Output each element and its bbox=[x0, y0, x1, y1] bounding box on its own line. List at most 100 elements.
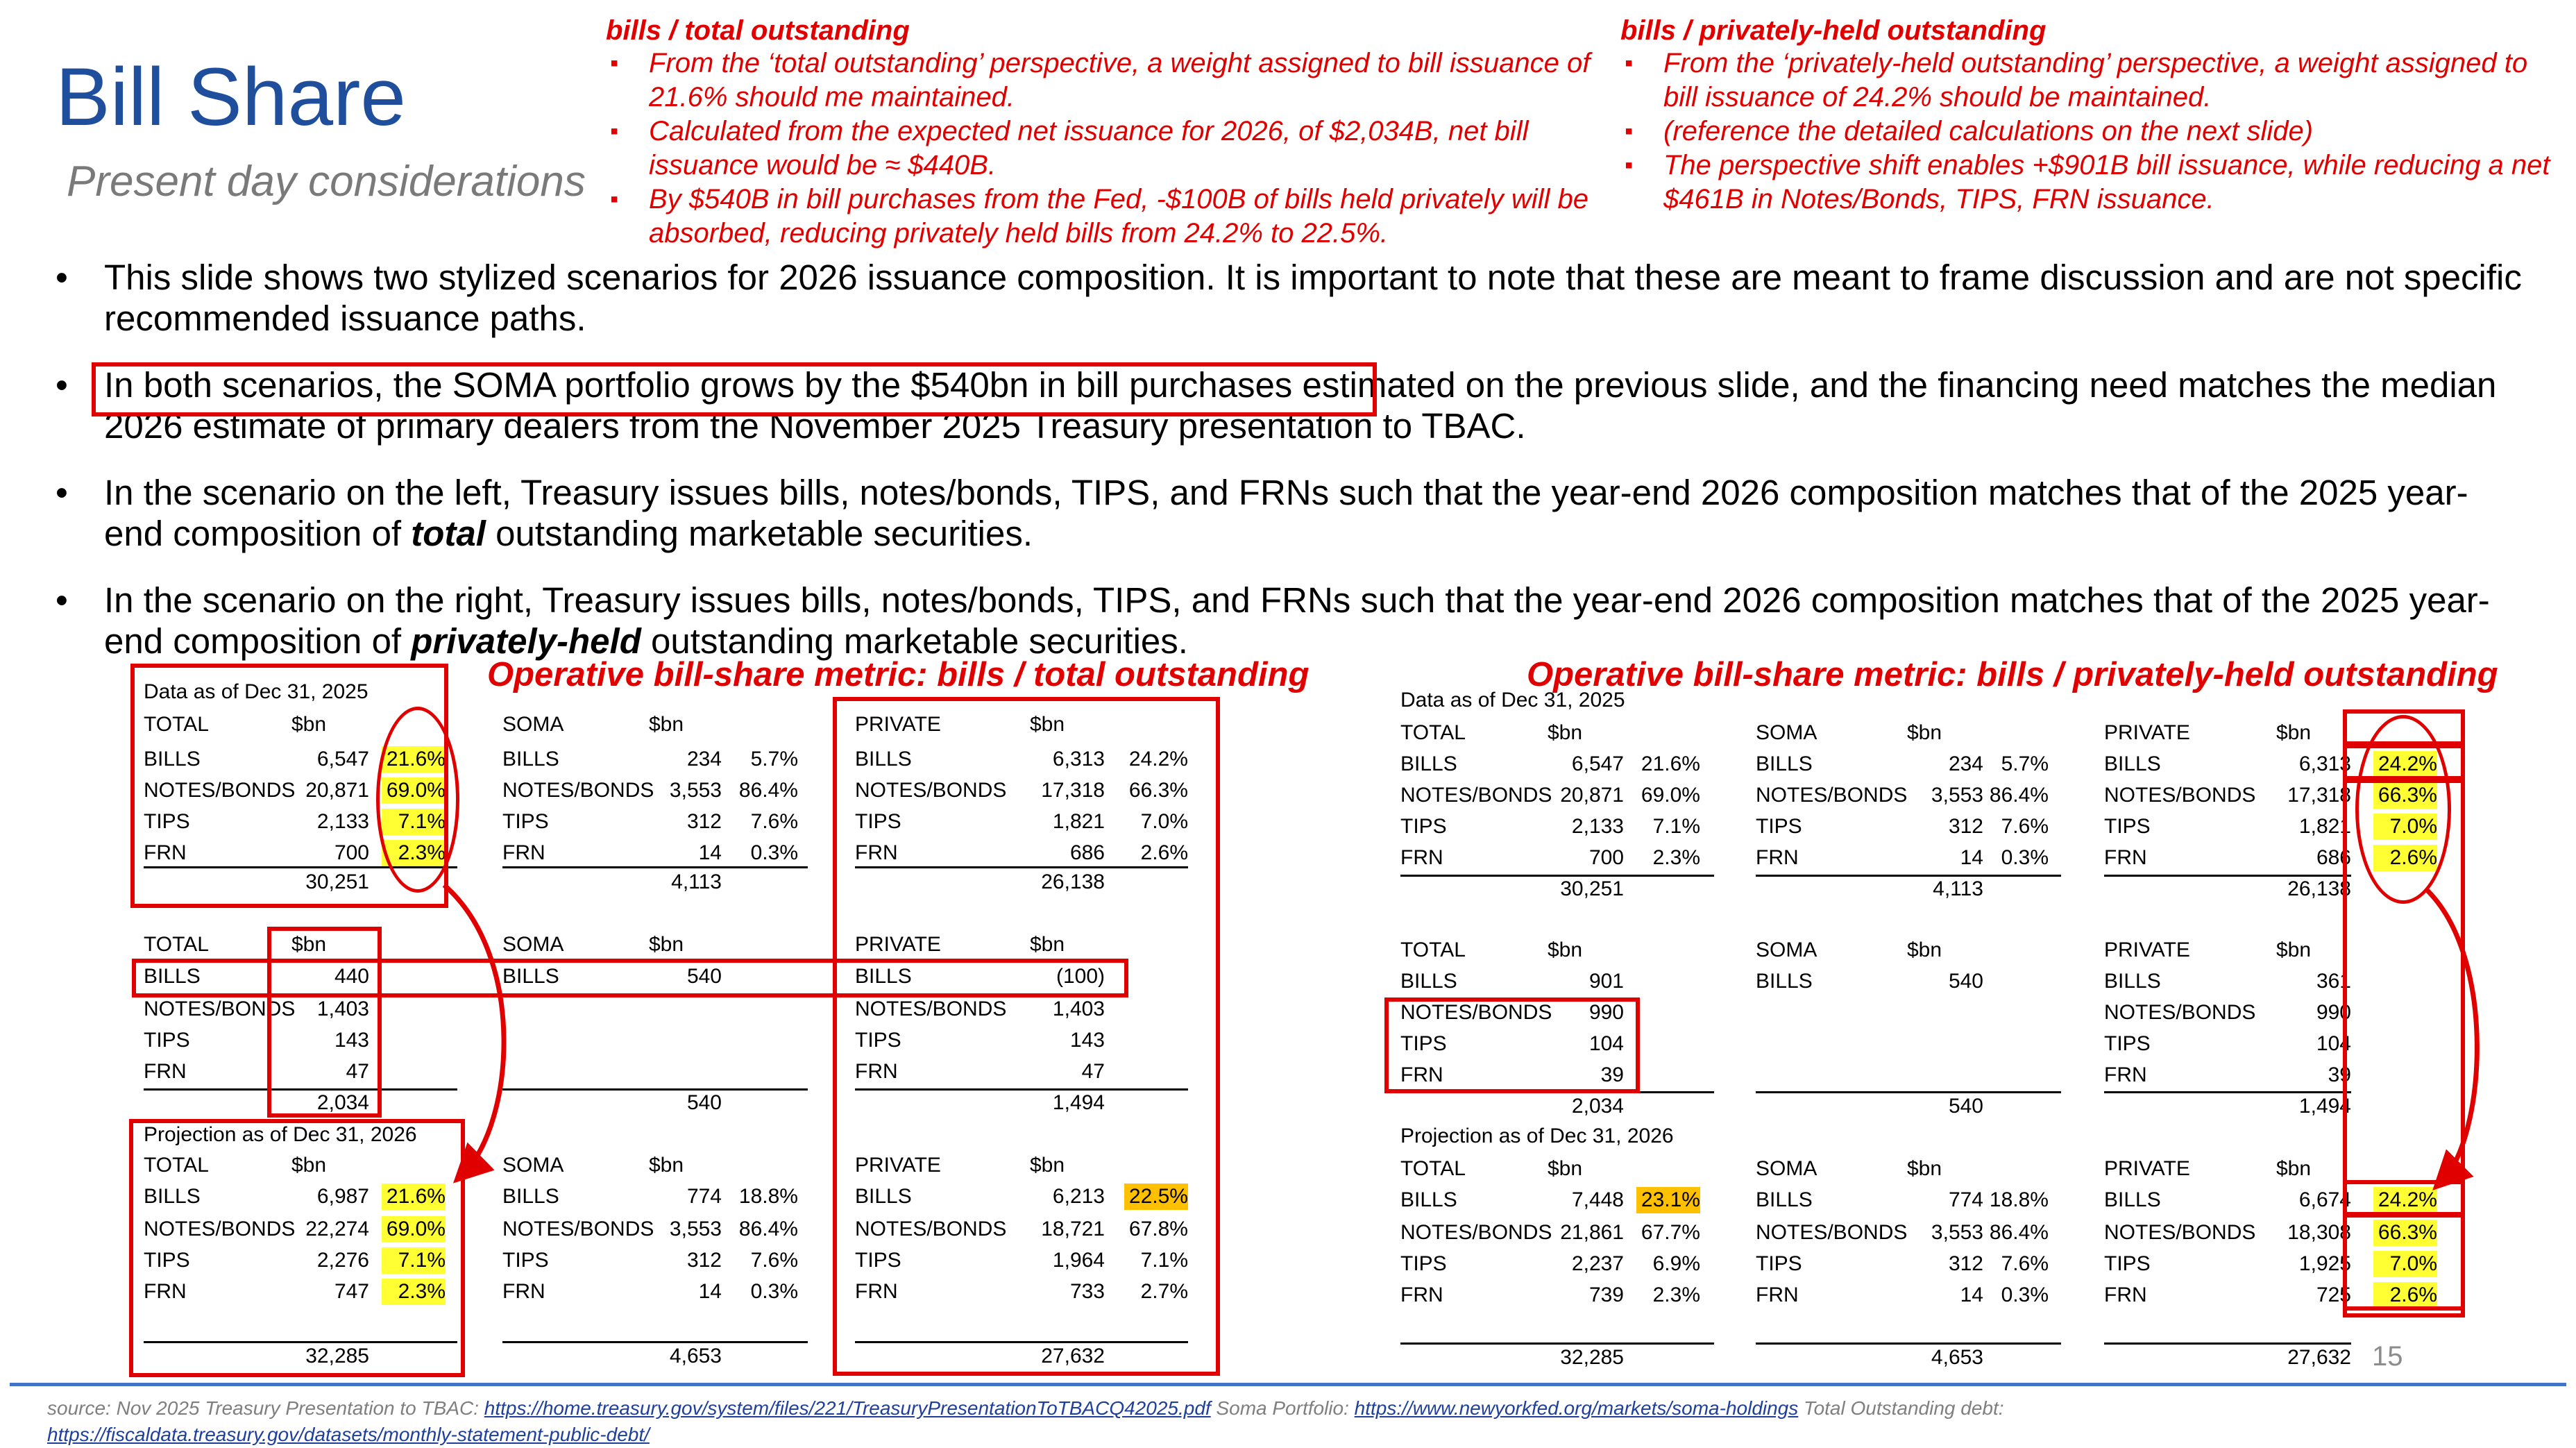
table-row-label: NOTES/BONDS bbox=[1400, 1221, 1552, 1244]
table-cell-value: 47 bbox=[1081, 1060, 1105, 1083]
table-cell-value: 2,133 bbox=[1571, 815, 1624, 838]
table-row-label: BILLS bbox=[1400, 752, 1457, 775]
table-cell-value: 990 bbox=[1588, 1001, 1624, 1024]
source-prefix: source: Nov 2025 Treasury Presentation t… bbox=[47, 1397, 484, 1419]
table-cell-share: 7.0% bbox=[1140, 810, 1188, 833]
table-header-unit: $bn bbox=[1548, 938, 1583, 961]
table-row-label: BILLS bbox=[1756, 1188, 1813, 1211]
table-row-label: NOTES/BONDS bbox=[2104, 784, 2256, 807]
table-cell-share: 7.0% bbox=[2373, 1251, 2437, 1277]
box-right-shares-2026 bbox=[2343, 1213, 2465, 1311]
table-cell-value: 47 bbox=[346, 1060, 369, 1083]
table-cell-share: 0.3% bbox=[750, 841, 798, 864]
table-cell-share: 24.2% bbox=[1128, 748, 1188, 771]
table-cell-value: 143 bbox=[334, 1029, 369, 1052]
table-total-rule bbox=[1756, 1342, 2061, 1345]
arrow-right bbox=[2423, 886, 2480, 1190]
page-number: 15 bbox=[2372, 1341, 2403, 1372]
page-subtitle: Present day considerations bbox=[67, 158, 586, 205]
table-row-label: BILLS bbox=[502, 748, 559, 771]
table-cell-share: 7.6% bbox=[2001, 815, 2049, 838]
bullet-text: outstanding marketable securities. bbox=[485, 514, 1033, 553]
table-header-label: SOMA bbox=[1756, 1157, 1817, 1180]
table-row-label: FRN bbox=[1400, 1283, 1443, 1306]
notes-right-heading: bills / privately-held outstanding bbox=[1620, 15, 2047, 46]
table-cell-value: 39 bbox=[2328, 1063, 2351, 1086]
table-cell-value: 1,403 bbox=[316, 997, 369, 1020]
table-row-label: TIPS bbox=[855, 1029, 901, 1052]
arrow-left bbox=[442, 883, 507, 1184]
table-header-label: TOTAL bbox=[144, 713, 209, 736]
box-left-flows-total bbox=[267, 927, 382, 1118]
ellipse-right-shares bbox=[2355, 715, 2451, 904]
table-row-label: NOTES/BONDS bbox=[502, 779, 654, 802]
table-cell-share: 2.3% bbox=[382, 1279, 446, 1305]
source-link-fiscaldata[interactable]: https://fiscaldata.treasury.gov/datasets… bbox=[47, 1424, 650, 1445]
table-cell-value: 104 bbox=[1588, 1032, 1624, 1055]
table-sum-value: 32,285 bbox=[1560, 1346, 1624, 1369]
table-row-label: NOTES/BONDS bbox=[2104, 1221, 2256, 1244]
table-cell-share: 5.7% bbox=[750, 748, 798, 771]
table-sum-value: 26,138 bbox=[1041, 870, 1105, 893]
table-row-label: FRN bbox=[855, 841, 898, 864]
table-total-rule bbox=[144, 866, 457, 868]
ellipse-left-shares bbox=[376, 707, 459, 893]
table-row-label: TIPS bbox=[855, 1249, 901, 1272]
table-row-label: BILLS bbox=[1756, 752, 1813, 775]
table-header-unit: $bn bbox=[291, 933, 327, 956]
table-header-label: SOMA bbox=[1756, 938, 1817, 961]
table-cell-value: 14 bbox=[698, 1280, 722, 1303]
table-total-rule bbox=[502, 866, 808, 868]
table-cell-value: (100) bbox=[1056, 965, 1105, 988]
table-row-label: TIPS bbox=[1400, 1032, 1447, 1055]
table-cell-value: 18,721 bbox=[1041, 1218, 1105, 1240]
table-cell-share: 86.4% bbox=[738, 1218, 798, 1240]
table-row-label: FRN bbox=[1400, 1063, 1443, 1086]
metric-right-title: Operative bill-share metric: bills / pri… bbox=[1527, 656, 2498, 693]
box-left-bills-row bbox=[132, 959, 1128, 997]
table-cell-value: 2,276 bbox=[316, 1249, 369, 1272]
table-row-label: FRN bbox=[2104, 846, 2147, 869]
box-left-private bbox=[833, 697, 1220, 1376]
table-sum-value: 32,285 bbox=[305, 1345, 369, 1367]
table-row-label: TIPS bbox=[1400, 815, 1447, 838]
table-cell-value: 22,274 bbox=[305, 1218, 369, 1240]
table-row-label: TIPS bbox=[144, 810, 190, 833]
table-cell-value: 3,553 bbox=[1931, 784, 1983, 807]
table-cell-share: 18.8% bbox=[738, 1185, 798, 1208]
table-cell-value: 700 bbox=[334, 841, 369, 864]
table-cell-share: 2.3% bbox=[1652, 1283, 1700, 1306]
table-header-label: PRIVATE bbox=[2104, 721, 2190, 744]
table-row-label: FRN bbox=[502, 1280, 545, 1303]
source-link-treasury[interactable]: https://home.treasury.gov/system/files/2… bbox=[484, 1397, 1211, 1419]
table-cell-value: 6,547 bbox=[1571, 752, 1624, 775]
notes-left-item: Calculated from the expected net issuanc… bbox=[606, 115, 1591, 183]
table-header-label: TOTAL bbox=[1400, 1157, 1466, 1180]
table-cell-share: 0.3% bbox=[2001, 1283, 2049, 1306]
table-cell-share: 22.5% bbox=[1124, 1184, 1188, 1210]
table-row-label: TIPS bbox=[2104, 815, 2151, 838]
table-cell-value: 234 bbox=[686, 748, 722, 771]
table-sum-value: 30,251 bbox=[1560, 877, 1624, 900]
bullet-item: This slide shows two stylized scenarios … bbox=[56, 257, 2526, 339]
table-row-label: TIPS bbox=[2104, 1252, 2151, 1275]
table-cell-share: 67.8% bbox=[1128, 1218, 1188, 1240]
table-cell-share: 2.6% bbox=[2373, 1282, 2437, 1308]
notes-left-item: From the ‘total outstanding’ perspective… bbox=[606, 47, 1591, 115]
table-cell-share: 7.1% bbox=[382, 1247, 446, 1274]
table-header-label: TOTAL bbox=[1400, 721, 1466, 744]
table-cell-value: 312 bbox=[1948, 815, 1983, 838]
table-row-label: NOTES/BONDS bbox=[1400, 1001, 1552, 1024]
table-cell-share: 69.0% bbox=[382, 1216, 446, 1243]
table-row-label: FRN bbox=[2104, 1063, 2147, 1086]
table-header-unit: $bn bbox=[1907, 938, 1942, 961]
table-row-label: BILLS bbox=[2104, 970, 2161, 993]
table-cell-value: 7,448 bbox=[1571, 1188, 1624, 1211]
box-right-flows-notes bbox=[1384, 997, 1640, 1093]
table-cell-value: 6,313 bbox=[2298, 752, 2351, 775]
table-cell-value: 700 bbox=[1588, 846, 1624, 869]
table-cell-value: 312 bbox=[1948, 1252, 1983, 1275]
table-sum-value: 2,034 bbox=[1571, 1095, 1624, 1118]
source-link-soma[interactable]: https://www.newyorkfed.org/markets/soma-… bbox=[1354, 1397, 1799, 1419]
table-row-label: NOTES/BONDS bbox=[144, 1218, 296, 1240]
